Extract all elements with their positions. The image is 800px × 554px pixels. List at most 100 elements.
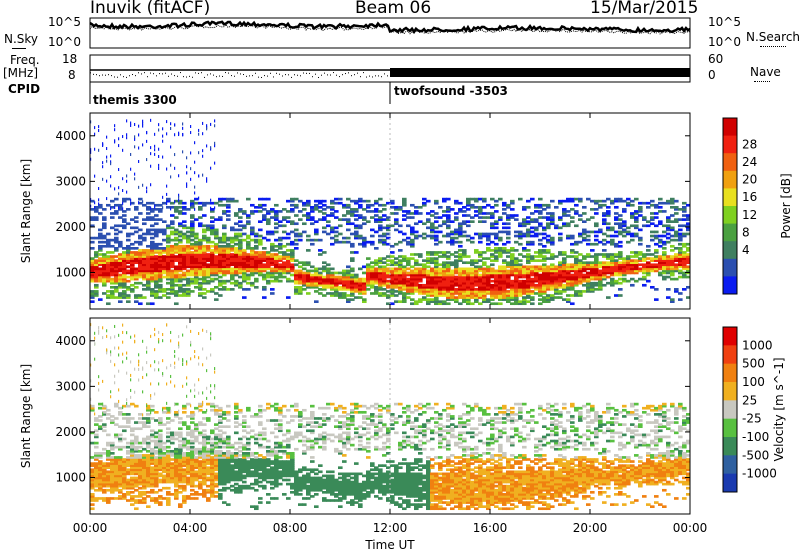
heatmap-cell xyxy=(218,249,223,252)
heatmap-cell xyxy=(314,228,319,232)
heatmap-cell xyxy=(462,273,467,277)
heatmap-cell xyxy=(662,271,667,275)
heatmap-cell xyxy=(510,281,515,285)
heatmap-cell xyxy=(418,255,423,258)
heatmap-cell xyxy=(334,197,339,201)
heatmap-cell xyxy=(470,294,475,297)
heatmap-speck xyxy=(158,382,160,386)
heatmap-speck xyxy=(90,379,92,383)
heatmap-cell xyxy=(154,472,159,476)
heatmap-cell xyxy=(610,279,615,283)
heatmap-cell xyxy=(494,210,499,213)
heatmap-cell xyxy=(502,292,507,295)
heatmap-cell xyxy=(574,210,579,213)
heatmap-cell xyxy=(426,234,431,238)
heatmap-cell xyxy=(114,247,119,250)
heatmap-cell xyxy=(94,285,99,289)
heatmap-cell xyxy=(102,468,107,472)
heatmap-cell xyxy=(526,255,531,258)
heatmap-cell xyxy=(502,265,507,269)
heatmap-cell xyxy=(526,288,531,291)
heatmap-cell xyxy=(130,456,135,459)
heatmap-cell xyxy=(546,249,551,252)
heatmap-speck xyxy=(154,148,156,152)
heatmap-cell xyxy=(562,210,567,213)
heatmap-cell xyxy=(266,267,271,271)
heatmap-cell xyxy=(326,269,331,273)
heatmap-cell xyxy=(254,238,259,242)
heatmap-cell xyxy=(250,273,255,277)
heatmap-cell xyxy=(534,275,539,279)
heatmap-cell xyxy=(98,236,103,240)
heatmap-cell xyxy=(198,216,203,219)
heatmap-cell xyxy=(98,476,103,480)
heatmap-cell xyxy=(674,218,679,221)
heatmap-cell xyxy=(270,263,275,267)
heatmap-cell xyxy=(306,199,311,203)
heatmap-cell xyxy=(546,238,551,242)
heatmap-cell xyxy=(394,271,399,275)
heatmap-cell xyxy=(634,197,639,201)
heatmap-cell xyxy=(118,281,123,285)
heatmap-cell xyxy=(598,263,603,267)
heatmap-cell xyxy=(314,271,319,275)
heatmap-cell xyxy=(118,466,123,470)
heatmap-cell xyxy=(110,296,115,299)
heatmap-cell xyxy=(126,285,131,289)
heatmap-cell xyxy=(390,277,395,281)
heatmap-cell xyxy=(174,410,179,414)
heatmap-cell xyxy=(318,210,323,213)
heatmap-cell xyxy=(158,419,163,422)
heatmap-cell xyxy=(214,255,219,258)
heatmap-cell xyxy=(446,285,451,289)
heatmap-cell xyxy=(130,468,135,472)
heatmap-cell xyxy=(506,285,511,289)
heatmap-cell xyxy=(586,255,591,258)
heatmap-cell xyxy=(526,230,531,234)
heatmap-cell xyxy=(422,236,427,240)
heatmap-cell xyxy=(146,404,151,408)
heatmap-cell xyxy=(374,277,379,281)
heatmap-cell xyxy=(274,265,279,269)
heatmap-cell xyxy=(414,205,419,209)
heatmap-cell xyxy=(362,292,367,295)
heatmap-cell xyxy=(442,210,447,213)
heatmap-speck xyxy=(114,374,116,378)
heatmap-cell xyxy=(422,197,427,201)
heatmap-cell xyxy=(146,437,151,441)
heatmap-cell xyxy=(230,288,235,291)
heatmap-cell xyxy=(150,232,155,236)
heatmap-cell xyxy=(110,263,115,267)
heatmap-cell xyxy=(242,210,247,213)
heatmap-cell xyxy=(230,226,235,230)
heatmap-cell xyxy=(186,454,191,457)
heatmap-cell xyxy=(346,265,351,269)
heatmap-cell xyxy=(142,277,147,281)
heatmap-cell xyxy=(594,265,599,269)
heatmap-cell xyxy=(442,269,447,273)
heatmap-cell xyxy=(162,470,167,474)
heatmap-cell xyxy=(458,201,463,205)
heatmap-cell xyxy=(378,292,383,295)
heatmap-cell xyxy=(90,277,95,281)
heatmap-cell xyxy=(134,460,139,463)
heatmap-cell xyxy=(646,201,651,205)
heatmap-speck xyxy=(154,360,156,364)
heatmap-cell xyxy=(118,269,123,273)
heatmap-cell xyxy=(194,257,199,260)
heatmap-cell xyxy=(210,267,215,271)
heatmap-cell xyxy=(242,255,247,258)
heatmap-cell xyxy=(382,232,387,236)
heatmap-cell xyxy=(154,249,159,252)
heatmap-cell xyxy=(94,218,99,221)
heatmap-cell xyxy=(150,454,155,457)
heatmap-cell xyxy=(650,222,655,226)
heatmap-speck xyxy=(154,392,156,396)
heatmap-cell xyxy=(94,417,99,420)
heatmap-cell xyxy=(654,236,659,240)
nave-dot xyxy=(351,75,352,77)
heatmap-cell xyxy=(410,212,415,215)
heatmap-cell xyxy=(638,205,643,209)
heatmap-cell xyxy=(546,277,551,281)
heatmap-cell xyxy=(562,261,567,265)
